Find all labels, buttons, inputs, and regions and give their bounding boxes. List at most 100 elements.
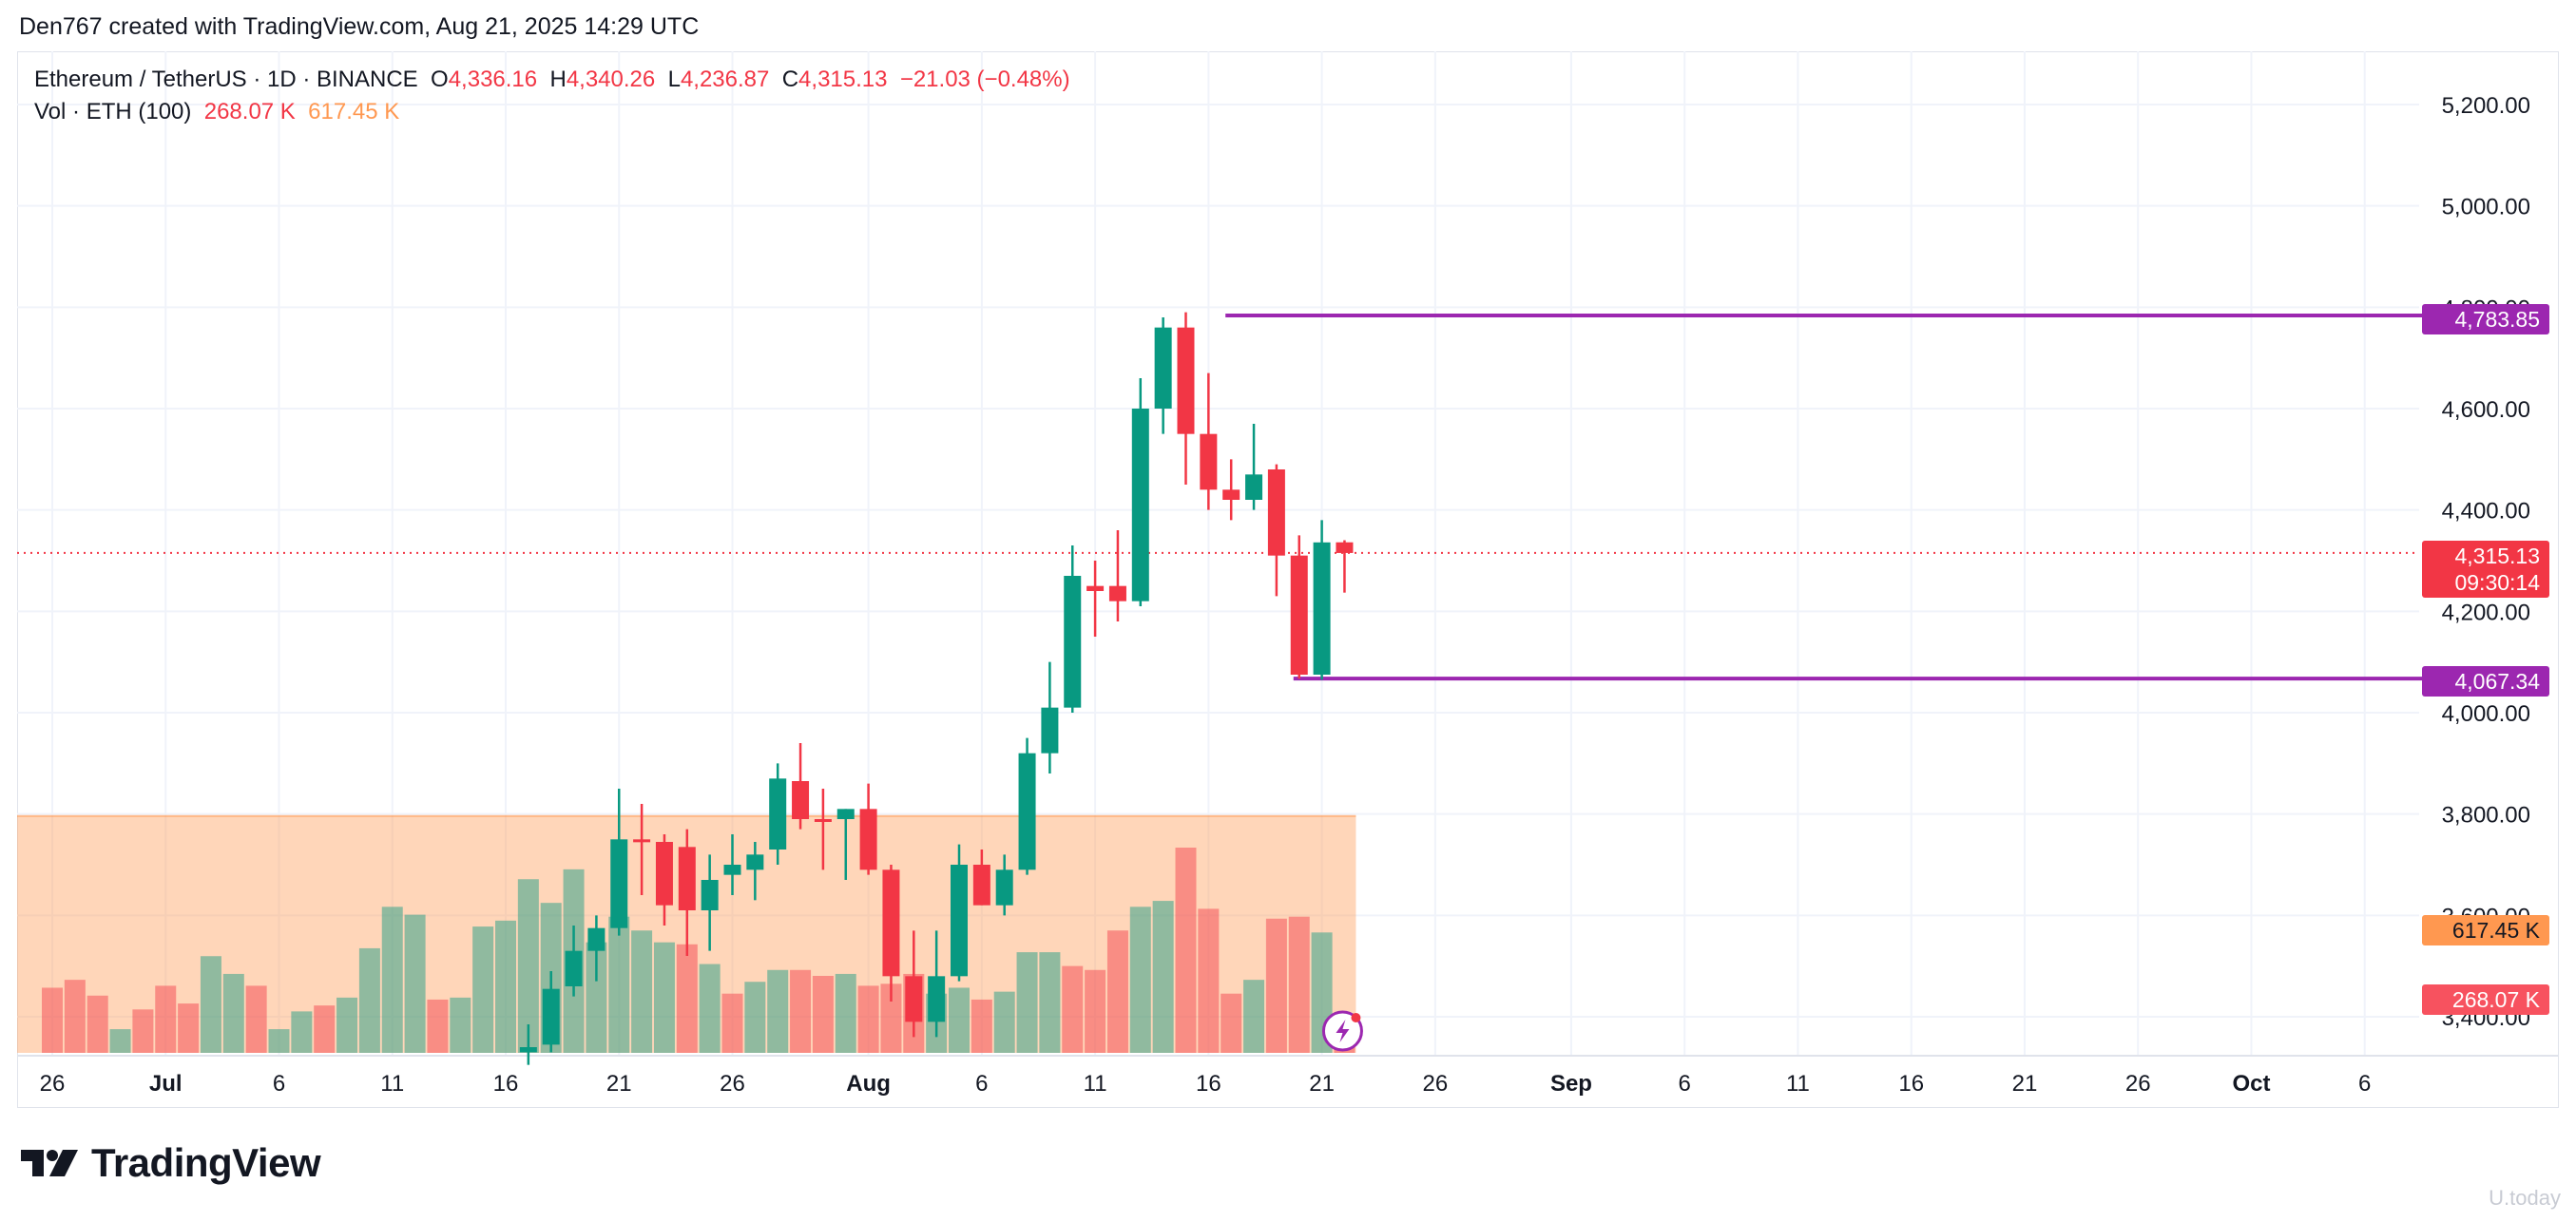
volume-bar [268,1029,290,1053]
y-tick-label: 4,600.00 [2442,397,2530,423]
last-price-value: 4,315.13 [2454,544,2540,568]
volume-bar [517,879,539,1053]
volume-bar [812,976,834,1053]
change-value: −21.03 (−0.48%) [899,67,1070,92]
candle-body [951,865,968,977]
open-value: 4,336.16 [448,67,538,92]
x-tick-label: 6 [1679,1071,1691,1097]
volume-label[interactable]: Vol · ETH (100) [34,99,192,124]
y-tick-label: 4,000.00 [2442,701,2530,727]
volume-bar [790,969,812,1053]
resistance-price-tag: 4,783.85 [2422,304,2549,334]
candle-body [633,839,651,843]
volume-value: 268.07 K [203,99,296,124]
brand-name: TradingView [91,1140,321,1185]
volume-bar [676,944,698,1053]
x-tick-label: 26 [720,1071,745,1097]
volume-bar [245,985,267,1053]
volume-bar [64,980,86,1053]
volume-bar [109,1029,131,1053]
x-tick-label: 21 [2012,1071,2038,1097]
high-value: 4,340.26 [566,67,656,92]
candle-body [610,839,628,928]
candle-body [519,1047,537,1053]
candle-body [1222,489,1240,500]
horizontal-levels [17,313,2422,681]
x-tick-label: 16 [1898,1071,1924,1097]
candle-body [972,865,990,906]
candle-body [542,988,560,1045]
open-label: O [431,67,449,92]
candle-body [836,809,855,819]
volume-bar [1016,952,1038,1053]
volume-bar [1243,980,1265,1053]
x-tick-label: Aug [846,1071,891,1097]
low-label: L [667,67,681,92]
volume-bar [653,942,675,1053]
y-tick-label: 5,000.00 [2442,195,2530,220]
volume-ma-value: 617.45 K [308,99,400,124]
y-tick-label: 5,200.00 [2442,93,2530,119]
candle-body [1245,474,1263,500]
volume-bar [835,973,856,1053]
x-tick-label: 21 [606,1071,632,1097]
x-tick-label: 6 [2358,1071,2371,1097]
volume-bar [949,987,970,1053]
volume-bar [1152,901,1174,1053]
last-price-tag: 4,315.13 09:30:14 [2422,541,2549,598]
volume-bar [87,995,108,1053]
candle-body [723,865,741,875]
candle-body [769,778,787,850]
candle-body [587,927,606,951]
candle-body [701,880,719,910]
x-tick-label: 11 [1786,1071,1810,1097]
bar-countdown: 09:30:14 [2454,570,2540,595]
volume-bar [857,985,879,1053]
candle-body [859,809,877,870]
volume-tag: 268.07 K [2422,984,2549,1015]
volume-bar [336,997,358,1053]
x-tick-label: 26 [40,1071,66,1097]
candle-body [1267,469,1285,556]
volume-bar [586,942,607,1053]
volume-bar [721,993,743,1053]
volume-bar [880,983,902,1053]
volume-bar [472,926,494,1053]
candle-body [1290,555,1308,675]
tradingview-logo[interactable]: TradingView [21,1140,321,1186]
volume-bar [971,999,992,1053]
notification-dot [1351,1013,1361,1022]
candle-body [1177,327,1195,434]
volume-bar [495,920,516,1053]
candle-body [1200,433,1218,490]
candle-body [814,819,832,822]
lightning-icon [1336,1020,1350,1042]
volume-bar [1265,918,1287,1053]
candle-body [565,950,583,986]
x-tick-label: 26 [2125,1071,2151,1097]
candle-body [1064,576,1082,708]
candle-body [1108,585,1126,601]
support-price-tag: 4,067.34 [2422,666,2549,697]
volume-bar [404,914,426,1053]
volume-bar [291,1011,313,1053]
candle-body [995,869,1013,906]
volume-bar [1221,993,1242,1053]
candle-body [655,842,673,906]
volume-ma-tag: 617.45 K [2422,915,2549,945]
chart-overlays [1321,1010,1363,1052]
volume-bar [132,1009,154,1053]
y-tick-label: 3,800.00 [2442,803,2530,829]
volume-bar [1288,916,1310,1053]
volume-bar [1175,848,1197,1053]
x-tick-label: 16 [493,1071,519,1097]
symbol-label[interactable]: Ethereum / TetherUS · 1D · BINANCE [34,67,418,92]
candle-body [678,847,696,910]
x-tick-label: 16 [1196,1071,1221,1097]
volume-bar [993,991,1015,1053]
x-tick-label: 6 [975,1071,988,1097]
x-tick-label: Oct [2232,1071,2270,1097]
candle-body [928,976,946,1022]
x-tick-label: 11 [380,1071,404,1097]
